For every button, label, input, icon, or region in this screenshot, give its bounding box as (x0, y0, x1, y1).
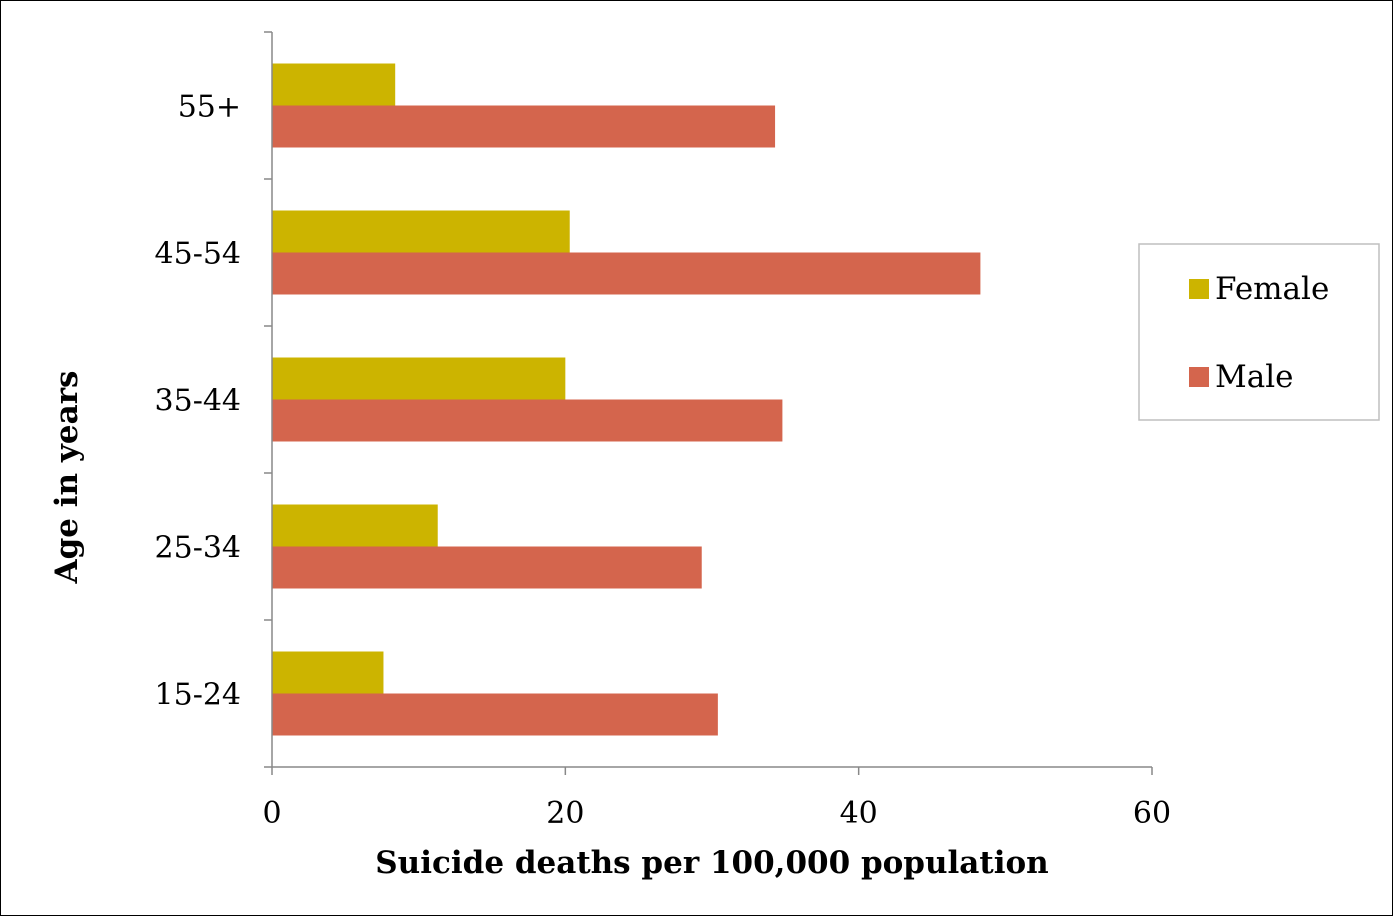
y-labels-layer: 15-24 25-34 35-44 45-54 55+ (155, 90, 241, 713)
x-tick-label-40: 40 (840, 796, 878, 831)
y-tick-label-35-44: 35-44 (155, 384, 241, 419)
y-tick-label-55: 55+ (178, 90, 241, 125)
bar-female-45-54 (272, 210, 570, 253)
bar-male-55 (272, 105, 776, 148)
x-tick-label-60: 60 (1133, 796, 1171, 831)
y-tick-label-25-34: 25-34 (155, 531, 241, 566)
legend-swatch-female (1189, 279, 1209, 299)
legend-label-female: Female (1215, 271, 1329, 307)
x-tick-label-0: 0 (262, 796, 281, 831)
y-ticks-layer (264, 31, 272, 768)
bar-male-15-24 (272, 693, 718, 736)
bar-female-55 (272, 63, 396, 106)
legend: Female Male (1138, 243, 1380, 421)
bar-male-35-44 (272, 399, 783, 442)
bar-male-45-54 (272, 252, 981, 295)
legend-swatch-male (1189, 367, 1209, 387)
x-tick-label-20: 20 (546, 796, 584, 831)
x-labels-layer: 0 20 40 60 (262, 796, 1171, 831)
bar-female-35-44 (272, 357, 566, 400)
legend-label-male: Male (1215, 359, 1293, 395)
y-axis-title: Age in years (49, 371, 85, 585)
y-tick-label-45-54: 45-54 (155, 237, 241, 272)
bar-male-25-34 (272, 546, 702, 589)
legend-box (1138, 243, 1380, 421)
x-ticks-layer (271, 767, 1153, 775)
bar-female-25-34 (272, 504, 438, 547)
x-axis-title: Suicide deaths per 100,000 population (375, 845, 1048, 881)
bar-female-15-24 (272, 651, 384, 694)
y-tick-label-15-24: 15-24 (155, 678, 241, 713)
bars-layer (272, 63, 981, 736)
axes-layer (271, 32, 1152, 768)
